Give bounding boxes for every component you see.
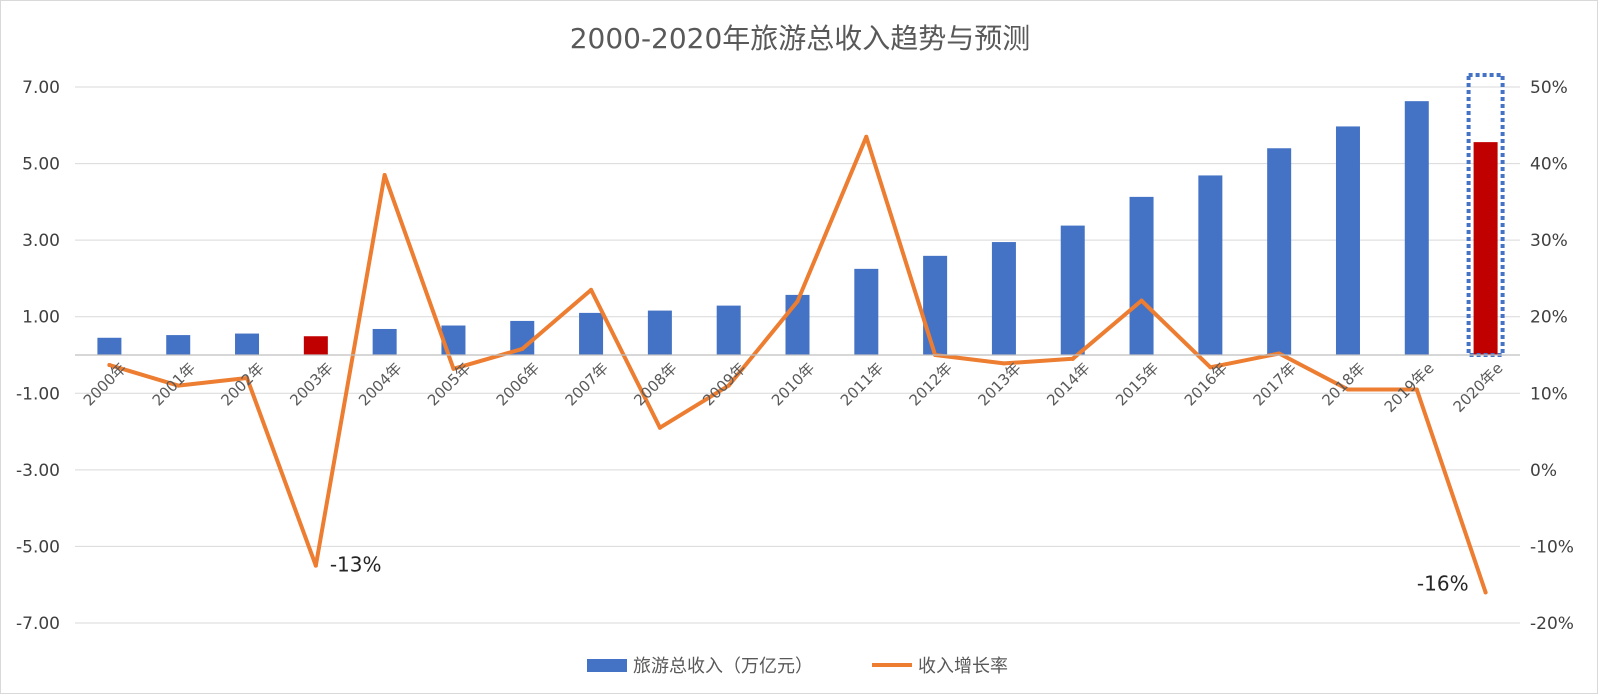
x-tick-label: 2011年 [837, 359, 887, 409]
y-left-tick-label: -7.00 [16, 614, 60, 634]
x-tick-label: 2015年 [1112, 359, 1162, 409]
line-point [1070, 356, 1075, 361]
y-left-tick-label: -3.00 [16, 461, 60, 481]
y-left-tick-label: 1.00 [22, 308, 60, 328]
legend-label-growth: 收入增长率 [918, 656, 1008, 677]
y-left-tick-label: -5.00 [16, 537, 60, 557]
y-left-tick-label: 5.00 [22, 155, 60, 175]
x-tick-label: 2002年 [218, 359, 268, 409]
bar [1335, 126, 1360, 355]
bar [854, 268, 879, 355]
x-tick-label: 2009年 [699, 359, 749, 409]
x-tick-label: 2000年 [80, 359, 130, 409]
line-point [1139, 298, 1144, 303]
line-point [245, 375, 250, 380]
bar [166, 335, 191, 355]
x-tick-label: 2016年 [1181, 359, 1231, 409]
line-point [1345, 387, 1350, 392]
line-point [520, 346, 525, 351]
bar [235, 333, 260, 355]
bar [1473, 142, 1498, 355]
line-point [795, 299, 800, 304]
y-right-tick-label: 30% [1530, 231, 1568, 251]
x-tick-label: 2007年 [562, 359, 612, 409]
bar [303, 336, 328, 355]
x-tick-label: 2018年 [1318, 359, 1368, 409]
line-point [451, 366, 456, 371]
bar [1060, 225, 1085, 355]
bar [1129, 196, 1154, 355]
y-left-tick-label: 3.00 [22, 231, 60, 251]
line-point [107, 362, 112, 367]
bar [785, 294, 810, 355]
y-right-tick-label: -10% [1530, 537, 1574, 557]
y-right-tick-label: 40% [1530, 155, 1568, 175]
x-tick-label: 2006年 [493, 359, 543, 409]
y-right-tick-label: 0% [1530, 461, 1557, 481]
line-point [1483, 590, 1488, 595]
x-tick-label: 2020年e [1450, 359, 1507, 416]
line-point [657, 425, 662, 430]
x-tick-label: 2014年 [1043, 359, 1093, 409]
y-right-tick-label: 10% [1530, 384, 1568, 404]
data-label: -13% [330, 553, 382, 577]
bar [372, 328, 397, 355]
bar [1404, 101, 1429, 355]
bar [1198, 175, 1223, 355]
bar [716, 305, 741, 355]
chart-title: 2000-2020年旅游总收入趋势与预测 [570, 22, 1031, 55]
bar [1267, 148, 1292, 355]
bar [97, 337, 122, 355]
line-series [107, 134, 1488, 595]
bar [923, 255, 948, 355]
bar [991, 242, 1016, 355]
legend-label-revenue: 旅游总收入（万亿元） [633, 656, 813, 677]
line-point [176, 383, 181, 388]
legend: 旅游总收入（万亿元） 收入增长率 [587, 656, 1008, 677]
annotations: -13% -16% [330, 553, 1469, 596]
data-label: -16% [1417, 571, 1469, 595]
x-tick-label: 2010年 [768, 359, 818, 409]
y-right-tick-label: 50% [1530, 78, 1568, 98]
y-left-tick-label: 7.00 [22, 78, 60, 98]
x-tick-label: 2013年 [974, 359, 1024, 409]
line-point [589, 287, 594, 292]
bar [647, 310, 672, 355]
line-point [1001, 361, 1006, 366]
line-point [864, 134, 869, 139]
line-point [313, 563, 318, 568]
line-point [1414, 387, 1419, 392]
x-tick-label: 2005年 [424, 359, 474, 409]
x-tick-label: 2004年 [355, 359, 405, 409]
line-point [382, 173, 387, 178]
legend-swatch-revenue [587, 659, 627, 672]
y-right-tick-label: 20% [1530, 308, 1568, 328]
line-point [726, 383, 731, 388]
x-tick-label: 2012年 [906, 359, 956, 409]
bar [579, 312, 604, 355]
line-point [1208, 365, 1213, 370]
x-tick-label: 2017年 [1250, 359, 1300, 409]
y-right-tick-label: -20% [1530, 614, 1574, 634]
x-tick-label: 2003年 [286, 359, 336, 409]
y-left-tick-label: -1.00 [16, 384, 60, 404]
